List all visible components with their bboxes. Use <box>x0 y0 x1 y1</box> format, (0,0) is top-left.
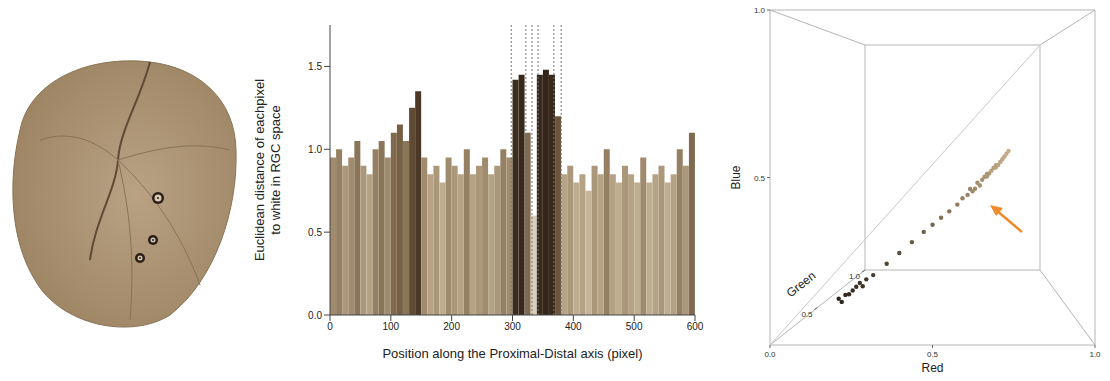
svg-text:1.0: 1.0 <box>308 144 322 155</box>
svg-text:500: 500 <box>626 321 643 332</box>
svg-text:0.5: 0.5 <box>801 310 813 319</box>
svg-text:300: 300 <box>504 321 521 332</box>
svg-text:0.5: 0.5 <box>927 350 939 359</box>
svg-text:1.0: 1.0 <box>754 6 766 15</box>
svg-text:0: 0 <box>327 321 333 332</box>
svg-text:0.5: 0.5 <box>308 227 322 238</box>
svg-text:Red: Red <box>921 361 943 375</box>
svg-text:0.0: 0.0 <box>764 350 776 359</box>
svg-text:100: 100 <box>382 321 399 332</box>
svg-text:200: 200 <box>443 321 460 332</box>
svg-text:600: 600 <box>687 321 704 332</box>
svg-text:Euclidean distance of eachpixe: Euclidean distance of eachpixel <box>252 79 267 261</box>
svg-text:Position along the Proximal-Di: Position along the Proximal-Distal axis … <box>382 346 642 361</box>
svg-text:1.0: 1.0 <box>849 272 861 281</box>
svg-text:0.5: 0.5 <box>754 174 766 183</box>
svg-text:1.5: 1.5 <box>308 61 322 72</box>
svg-text:Blue: Blue <box>729 165 743 189</box>
svg-text:Green: Green <box>784 269 819 301</box>
svg-text:1.0: 1.0 <box>1089 350 1101 359</box>
svg-text:0.0: 0.0 <box>308 310 322 321</box>
svg-text:400: 400 <box>565 321 582 332</box>
svg-text:to white in RGC space: to white in RGC space <box>268 105 283 234</box>
